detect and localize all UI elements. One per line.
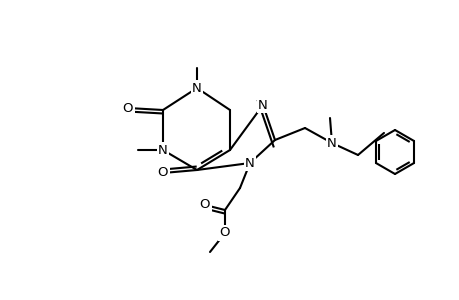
Text: O: O [123, 101, 133, 115]
Text: N: N [257, 98, 267, 112]
Text: N: N [192, 82, 202, 94]
Text: O: O [199, 199, 210, 212]
Text: N: N [158, 143, 168, 157]
Text: O: O [219, 226, 230, 239]
Text: O: O [157, 167, 168, 179]
Text: N: N [326, 136, 336, 149]
Text: N: N [245, 157, 254, 169]
